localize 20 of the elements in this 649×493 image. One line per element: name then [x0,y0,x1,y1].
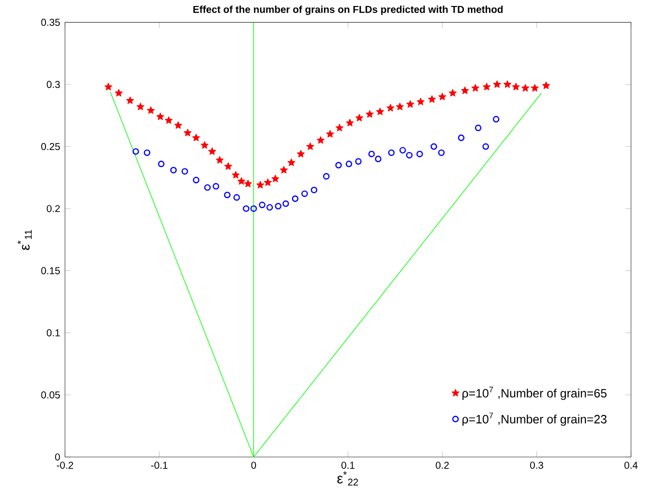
x-tick-label: 0.4 [624,462,638,469]
legend-label: ρ=10$^{7}$ ,Number of grain=23 [462,412,607,426]
x-tick-label: 0.3 [530,462,544,469]
x-tick-label: -0.2 [56,462,74,469]
x-tick-label: 0 [251,462,256,469]
x-axis-title: ε$^{*}$22 [337,471,358,486]
y-tick-label: 0.2 [46,205,60,212]
x-tick-label: 0.2 [436,462,449,469]
y-tick-label: 0.15 [41,267,60,274]
x-tick-label: 0.1 [341,462,354,469]
y-tick-label: 0 [55,453,60,461]
y-tick-label: 0.35 [41,18,60,26]
y-tick-label: 0.05 [41,391,60,398]
y-tick-label: 0.3 [46,80,60,88]
x-tick-label: -0.1 [151,462,168,469]
y-tick-label: 0.25 [41,142,60,150]
legend-label: ρ=10$^{7}$ ,Number of grain=65 [462,386,607,400]
y-tick-label: 0.1 [46,329,60,336]
chart-title: Effect of the number of grains on FLDs predicted with TD method [193,6,503,15]
y-axis-title: ε$^{*}$11 [17,230,32,250]
